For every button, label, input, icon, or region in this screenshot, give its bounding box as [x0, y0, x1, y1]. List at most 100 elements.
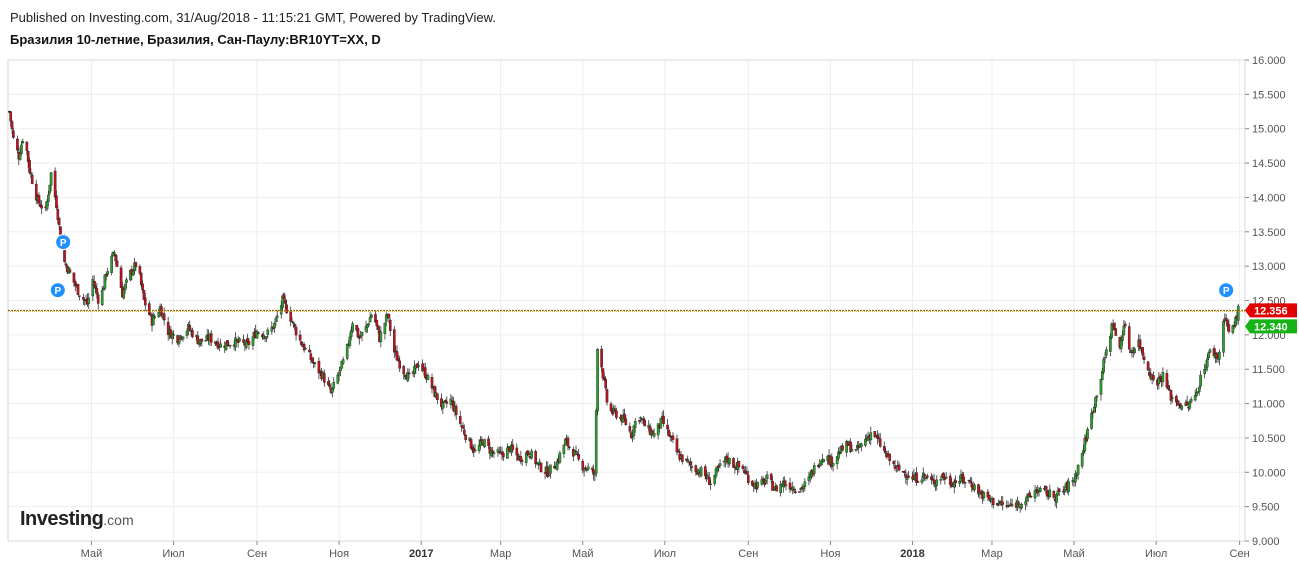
- candle-body: [304, 348, 307, 350]
- candle-body: [125, 279, 128, 283]
- candle-body: [148, 303, 151, 315]
- candles: [8, 110, 1240, 513]
- candle-body: [1208, 349, 1212, 353]
- candle-body: [442, 401, 446, 403]
- candle-body: [1207, 352, 1210, 358]
- candle-body: [707, 477, 711, 486]
- candle-body: [1103, 357, 1107, 359]
- candle-body: [783, 480, 786, 486]
- candle-body: [20, 144, 23, 154]
- candle-body: [535, 462, 539, 464]
- candle-body: [756, 482, 760, 488]
- marker-label: P: [54, 286, 61, 297]
- published-caption: Published on Investing.com, 31/Aug/2018 …: [10, 10, 496, 25]
- y-tick-label: 10.500: [1252, 433, 1286, 445]
- candle-body: [379, 331, 383, 343]
- candle-body: [1114, 328, 1118, 336]
- candle-body: [1080, 452, 1084, 467]
- candle-body: [463, 429, 466, 435]
- candle-body: [854, 448, 858, 451]
- candle-body: [177, 341, 181, 345]
- y-tick-label: 11.500: [1252, 364, 1285, 376]
- candle-body: [454, 406, 458, 416]
- candle-body: [351, 323, 354, 332]
- y-tick-label: 13.000: [1252, 261, 1286, 273]
- candle-body: [1109, 336, 1112, 352]
- candle-body: [916, 481, 920, 483]
- candle-body: [106, 271, 109, 275]
- candle-body: [613, 408, 617, 411]
- candle-body: [1218, 351, 1221, 360]
- candle-body: [95, 288, 99, 295]
- candle-body: [1171, 397, 1174, 399]
- candle-body: [141, 283, 144, 291]
- candle-body: [487, 438, 490, 446]
- last-price-tag-bg: [1245, 303, 1297, 318]
- candle-body: [624, 418, 628, 425]
- candle-body: [172, 334, 175, 336]
- y-tick-label: 15.000: [1252, 124, 1286, 136]
- candle-body: [1052, 491, 1056, 498]
- logo-suffix-text: .com: [103, 512, 134, 528]
- candle-body: [869, 432, 873, 441]
- marker-label: P: [1223, 286, 1230, 297]
- candle-body: [1099, 379, 1103, 395]
- candle-body: [574, 450, 578, 453]
- candle-body: [292, 322, 295, 324]
- candle-body: [788, 482, 792, 490]
- candle-body: [681, 454, 684, 462]
- candle-body: [690, 466, 694, 468]
- candle-body: [492, 452, 496, 455]
- candle-body: [293, 324, 297, 327]
- candle-body: [502, 453, 505, 458]
- candle-body: [765, 474, 769, 479]
- candle-body: [94, 285, 97, 289]
- price-axis[interactable]: 16.000 15.500 15.000 14.500 14.000 13.500 13.0…: [1245, 55, 1286, 548]
- candle-body: [623, 413, 626, 420]
- candle-body: [897, 464, 901, 471]
- candle-body: [332, 382, 336, 389]
- candle-body: [969, 480, 972, 483]
- candle-body: [584, 467, 587, 470]
- last-price-tag-text: 12.356: [1254, 305, 1288, 317]
- candle-body: [515, 447, 519, 456]
- candle-body: [115, 260, 119, 267]
- x-tick-label: Июл: [654, 548, 676, 560]
- y-tick-label: 9.000: [1252, 536, 1280, 548]
- candle-body: [819, 460, 823, 466]
- candle-body: [56, 209, 60, 221]
- candle-body: [1185, 401, 1189, 406]
- candle-body: [1166, 385, 1170, 389]
- candle-body: [1195, 392, 1198, 396]
- price-tags: 12.356 12.340: [1245, 303, 1297, 334]
- candle-body: [131, 270, 135, 276]
- candle-body: [882, 446, 886, 451]
- candle-body: [281, 295, 284, 308]
- candle-body: [309, 353, 313, 360]
- x-tick-label: Сен: [247, 548, 267, 560]
- candle-body: [162, 313, 166, 321]
- candle-body: [903, 471, 906, 474]
- candle-body: [345, 344, 349, 359]
- candle-body: [1199, 374, 1202, 387]
- time-axis[interactable]: Май Июл Сен Ноя 2017 Мар Май Июл Сен Ноя 2018 Мар Ма…: [81, 541, 1250, 560]
- candle-body: [213, 341, 217, 344]
- candle-body: [942, 472, 945, 478]
- candle-body: [374, 314, 377, 323]
- candle-body: [1224, 317, 1228, 321]
- candle-body: [888, 453, 891, 462]
- candle-body: [986, 491, 990, 498]
- candle-body: [935, 479, 939, 486]
- candle-body: [963, 482, 967, 484]
- candle-body: [1044, 485, 1048, 490]
- candle-body: [48, 184, 52, 194]
- marker-circle: [55, 234, 72, 251]
- candle-body: [461, 425, 465, 429]
- candle-body: [747, 474, 750, 484]
- candle-body: [139, 272, 143, 286]
- x-tick-label: Мар: [981, 548, 1003, 560]
- candle-body: [1001, 501, 1005, 505]
- candle-body: [483, 439, 486, 448]
- candle-body: [310, 357, 314, 363]
